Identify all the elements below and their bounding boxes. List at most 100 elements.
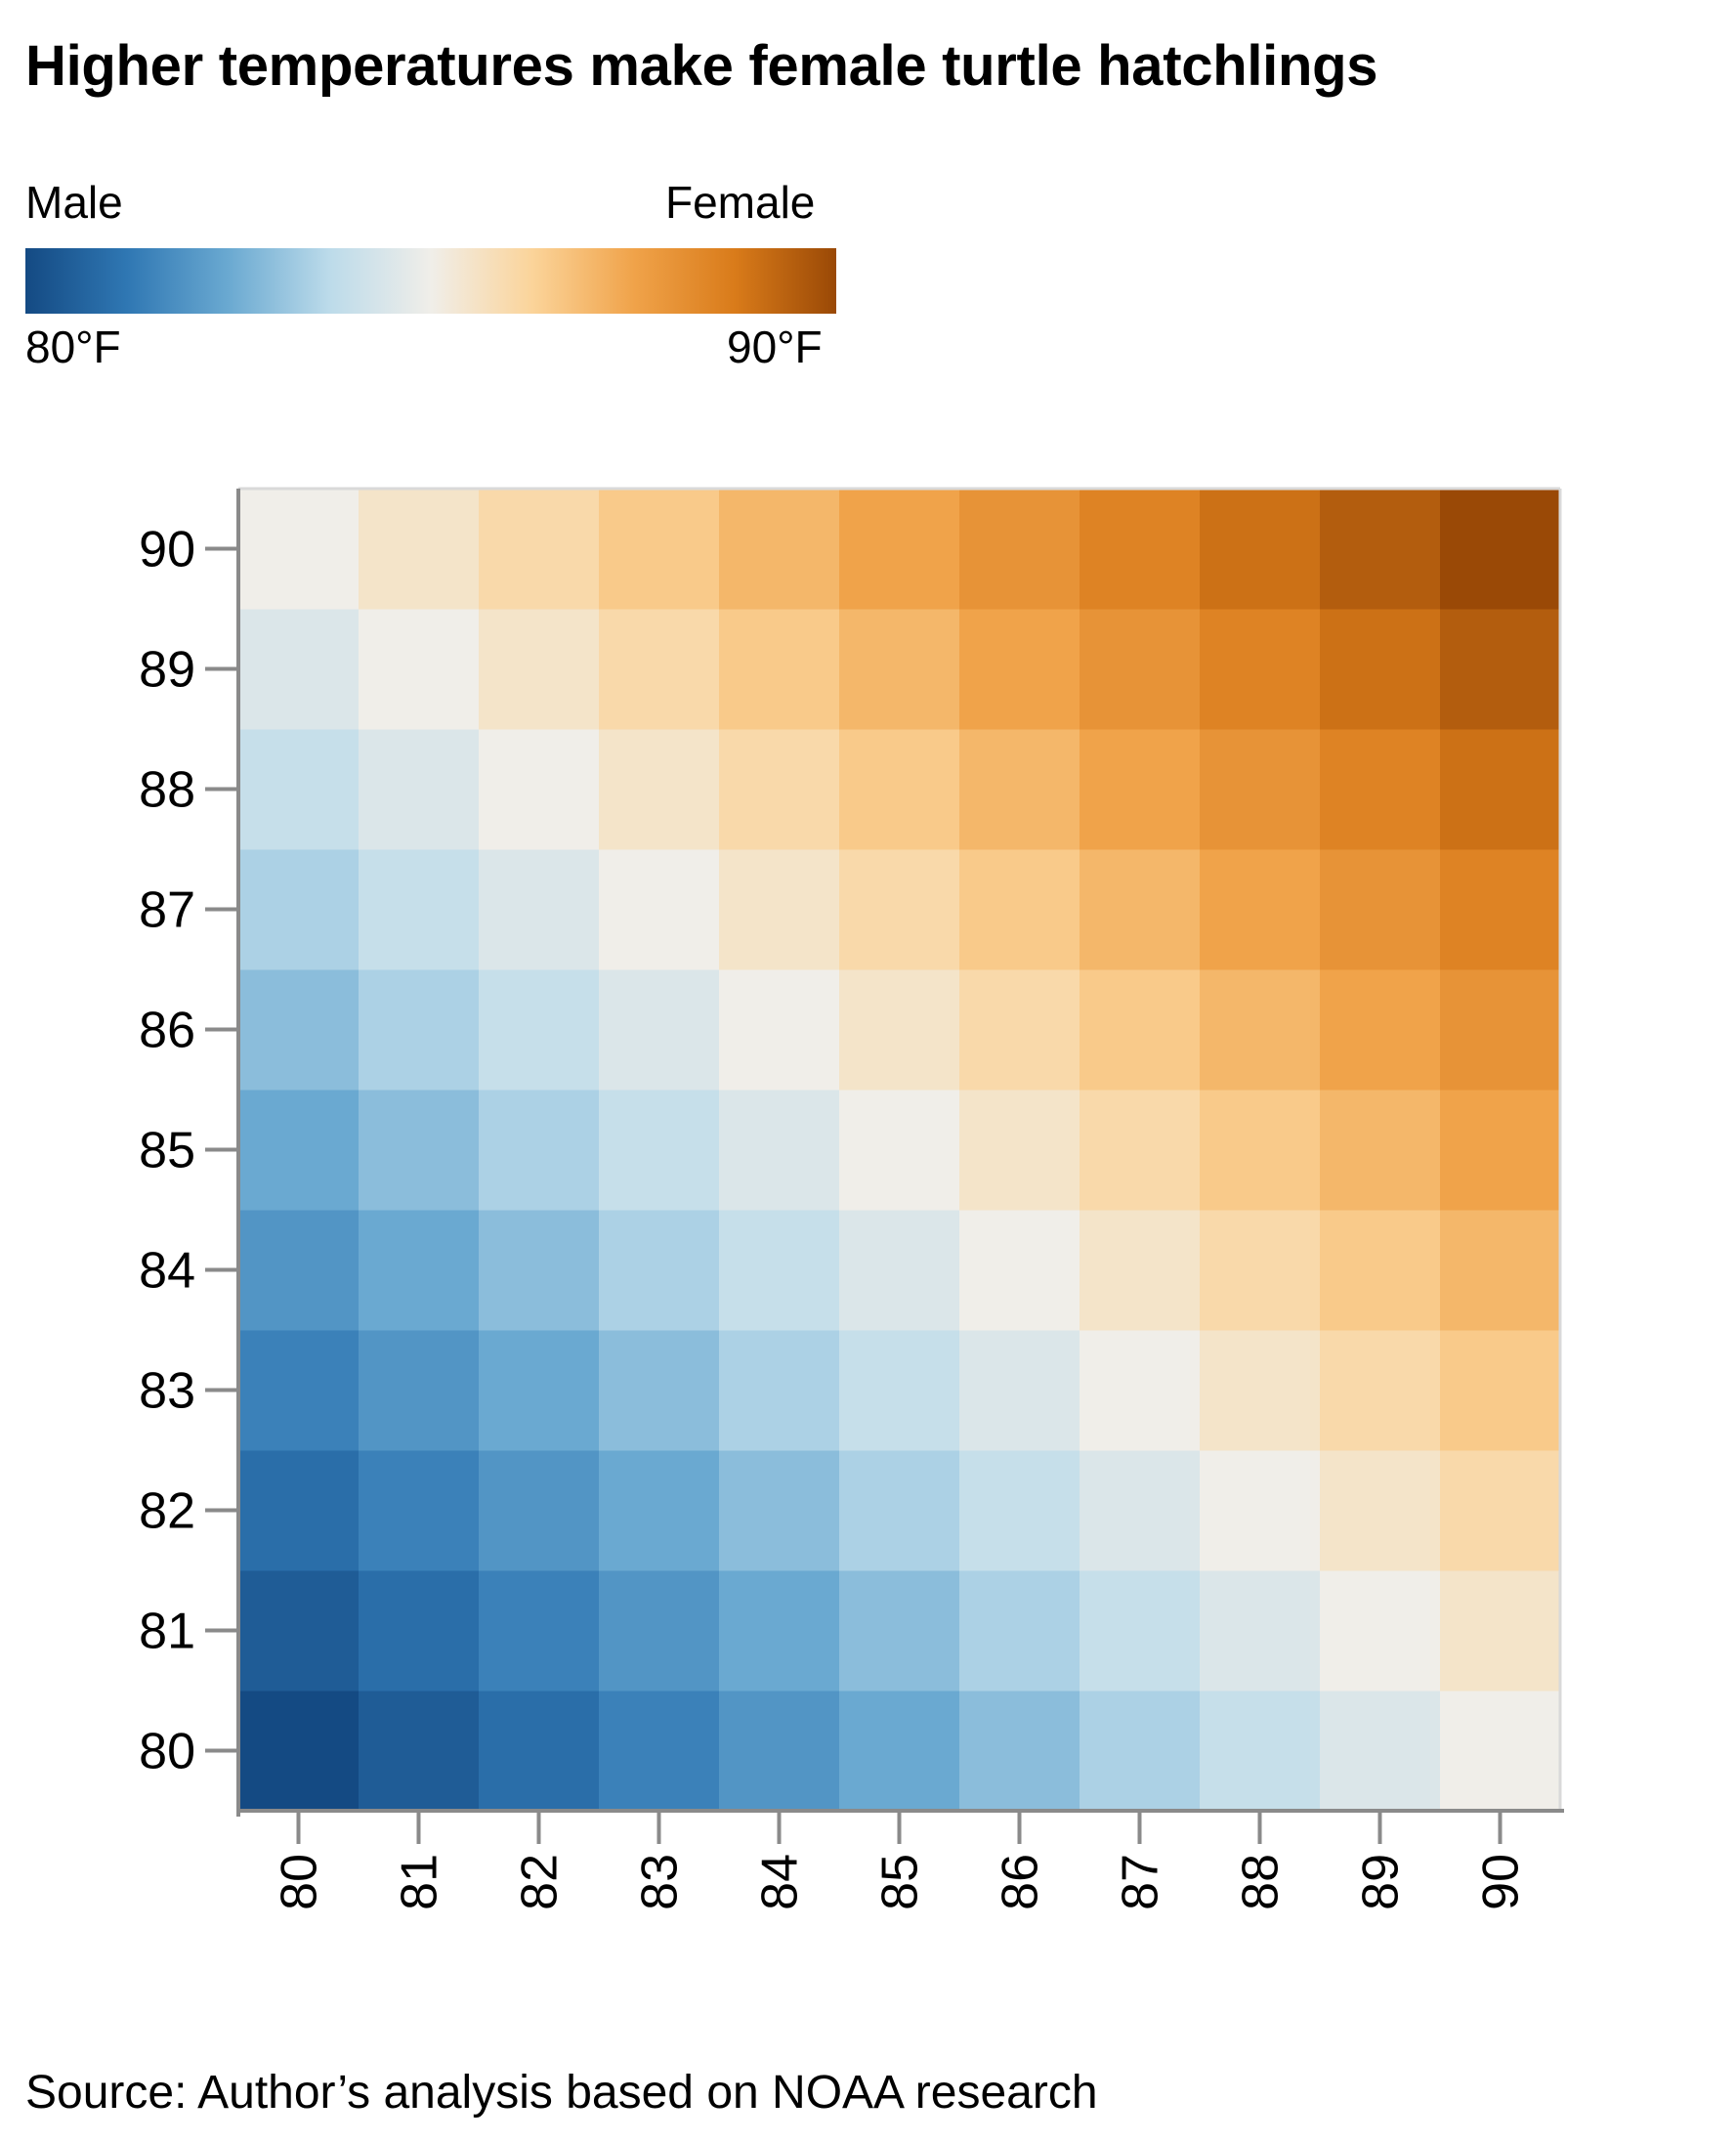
y-tick-label: 81 <box>139 1604 195 1660</box>
heatmap-cell-86-80 <box>959 1691 1080 1812</box>
y-tick-label: 80 <box>139 1724 195 1780</box>
heatmap-cell-80-88 <box>238 729 360 850</box>
heatmap-cell-84-88 <box>719 729 840 850</box>
heatmap-cell-90-86 <box>1440 969 1561 1091</box>
y-tick-label: 83 <box>139 1363 195 1420</box>
heatmap-cell-81-87 <box>359 849 480 970</box>
heatmap-cell-88-86 <box>1200 969 1321 1091</box>
heatmap-cell-86-88 <box>959 729 1080 850</box>
heatmap-cell-87-82 <box>1080 1450 1201 1571</box>
heatmap-cell-83-84 <box>599 1210 720 1331</box>
heatmap-cell-86-83 <box>959 1330 1080 1451</box>
heatmap-cell-82-87 <box>479 849 600 970</box>
heatmap-cell-83-83 <box>599 1330 720 1451</box>
heatmap-cell-82-89 <box>479 609 600 730</box>
heatmap-cell-85-80 <box>839 1691 960 1812</box>
heatmap-cell-85-86 <box>839 969 960 1091</box>
heatmap-cell-87-86 <box>1080 969 1201 1091</box>
heatmap-cell-83-81 <box>599 1570 720 1692</box>
y-tick-label: 82 <box>139 1483 195 1540</box>
heatmap-cell-86-84 <box>959 1210 1080 1331</box>
heatmap-cell-82-90 <box>479 489 600 610</box>
heatmap-cell-90-90 <box>1440 489 1561 610</box>
y-tick-label: 89 <box>139 642 195 699</box>
heatmap-cell-87-90 <box>1080 489 1201 610</box>
source-note: Source: Author’s analysis based on NOAA … <box>25 2067 1098 2119</box>
heatmap-cell-84-85 <box>719 1090 840 1211</box>
legend-max-label: 90°F <box>727 321 823 372</box>
heatmap-cell-84-86 <box>719 969 840 1091</box>
heatmap-cell-88-90 <box>1200 489 1321 610</box>
heatmap-cell-89-89 <box>1320 609 1441 730</box>
heatmap-cell-84-82 <box>719 1450 840 1571</box>
heatmap-cell-80-80 <box>238 1691 360 1812</box>
x-tick-label: 81 <box>392 1854 448 1910</box>
heatmap-cell-83-90 <box>599 489 720 610</box>
heatmap-cell-80-84 <box>238 1210 360 1331</box>
heatmap-cell-87-85 <box>1080 1090 1201 1211</box>
x-tick-label: 88 <box>1233 1854 1290 1910</box>
heatmap-cell-86-86 <box>959 969 1080 1091</box>
x-tick-label: 82 <box>512 1854 569 1910</box>
x-tick-label: 84 <box>752 1854 809 1910</box>
legend-color-ramp <box>25 248 836 314</box>
heatmap-cell-82-81 <box>479 1570 600 1692</box>
heatmap-cell-89-83 <box>1320 1330 1441 1451</box>
heatmap-chart: 80 81 82 83 84 85 86 87 88 89 90 80 81 82 83 84 85 86 87 88… <box>139 487 1564 1910</box>
heatmap-cell-81-89 <box>359 609 480 730</box>
heatmap-cell-83-82 <box>599 1450 720 1571</box>
heatmap-cell-82-82 <box>479 1450 600 1571</box>
legend-male-label: Male <box>25 177 123 228</box>
heatmap-cell-88-83 <box>1200 1330 1321 1451</box>
heatmap-cell-80-81 <box>238 1570 360 1692</box>
heatmap-cell-81-80 <box>359 1691 480 1812</box>
heatmap-cell-85-85 <box>839 1090 960 1211</box>
heatmap-cell-80-90 <box>238 489 360 610</box>
heatmap-cell-90-83 <box>1440 1330 1561 1451</box>
heatmap-cell-82-80 <box>479 1691 600 1812</box>
heatmap-cell-82-85 <box>479 1090 600 1211</box>
heatmap-cell-89-85 <box>1320 1090 1441 1211</box>
heatmap-cell-90-80 <box>1440 1691 1561 1812</box>
heatmap-cell-80-89 <box>238 609 360 730</box>
heatmap-cell-87-81 <box>1080 1570 1201 1692</box>
heatmap-cell-83-89 <box>599 609 720 730</box>
heatmap-cell-81-83 <box>359 1330 480 1451</box>
x-tick-label: 89 <box>1353 1854 1410 1910</box>
heatmap-cell-86-87 <box>959 849 1080 970</box>
heatmap-cell-90-82 <box>1440 1450 1561 1571</box>
heatmap-cell-85-83 <box>839 1330 960 1451</box>
heatmap-axes: 80 81 82 83 84 85 86 87 88 89 90 80 81 82 83 84 85 86 87 88… <box>139 487 1564 1910</box>
y-tick-label: 86 <box>139 1003 195 1059</box>
heatmap-cell-90-87 <box>1440 849 1561 970</box>
heatmap-cell-84-80 <box>719 1691 840 1812</box>
heatmap-cell-80-83 <box>238 1330 360 1451</box>
heatmap-cell-85-87 <box>839 849 960 970</box>
y-tick-label: 88 <box>139 762 195 819</box>
heatmap-cell-84-83 <box>719 1330 840 1451</box>
heatmap-cell-86-82 <box>959 1450 1080 1571</box>
heatmap-cell-90-81 <box>1440 1570 1561 1692</box>
heatmap-cell-81-86 <box>359 969 480 1091</box>
heatmap-cell-83-80 <box>599 1691 720 1812</box>
x-tick-label: 80 <box>272 1854 328 1910</box>
heatmap-cells <box>238 489 1561 1812</box>
heatmap-cell-87-80 <box>1080 1691 1201 1812</box>
heatmap-cell-85-84 <box>839 1210 960 1331</box>
heatmap-cell-87-87 <box>1080 849 1201 970</box>
heatmap-cell-84-90 <box>719 489 840 610</box>
heatmap-cell-81-81 <box>359 1570 480 1692</box>
y-tick-label: 90 <box>139 522 195 578</box>
heatmap-cell-89-80 <box>1320 1691 1441 1812</box>
heatmap-cell-82-86 <box>479 969 600 1091</box>
heatmap-cell-90-89 <box>1440 609 1561 730</box>
heatmap-cell-88-89 <box>1200 609 1321 730</box>
heatmap-cell-88-81 <box>1200 1570 1321 1692</box>
heatmap-cell-89-88 <box>1320 729 1441 850</box>
x-tick-label: 87 <box>1113 1854 1169 1910</box>
heatmap-cell-85-88 <box>839 729 960 850</box>
chart-title: Higher temperatures make female turtle h… <box>25 34 1378 98</box>
heatmap-cell-83-88 <box>599 729 720 850</box>
heatmap-cell-88-88 <box>1200 729 1321 850</box>
heatmap-cell-80-85 <box>238 1090 360 1211</box>
